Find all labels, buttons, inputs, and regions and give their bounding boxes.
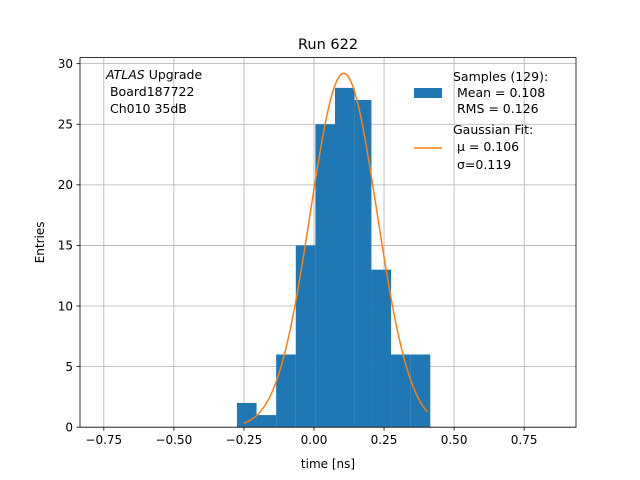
legend-fit-mu: μ = 0.106 — [453, 139, 519, 154]
histogram-bar — [410, 354, 431, 428]
atlas-annotation: ATLAS Upgrade Board187722 Ch010 35dB — [105, 67, 202, 116]
legend-fit-sigma: σ=0.119 — [453, 157, 511, 172]
fit-curve — [243, 72, 429, 424]
histogram-bar — [256, 415, 277, 428]
annotation-channel: Ch010 35dB — [106, 101, 187, 116]
x-tick-label: −0.75 — [85, 433, 122, 447]
y-axis-label: Entries — [33, 222, 47, 264]
plot-frame — [79, 57, 577, 428]
histogram-bar — [295, 245, 316, 428]
y-tick-label: 0 — [65, 421, 73, 435]
y-tick-label: 10 — [58, 299, 73, 313]
histogram-bar — [236, 402, 257, 428]
gaussian-fit — [243, 72, 429, 424]
legend-histogram-label: Samples (129): — [453, 69, 548, 84]
legend-histogram-mean: Mean = 0.108 — [453, 85, 545, 100]
histogram-bar — [354, 100, 372, 428]
histogram-bars — [236, 87, 431, 428]
y-tick-label: 20 — [58, 178, 73, 192]
x-axis-label: time [ns] — [301, 457, 355, 471]
legend-histogram-rms: RMS = 0.126 — [453, 101, 539, 116]
y-tick-label: 15 — [58, 239, 73, 253]
x-tick-label: 0.00 — [301, 433, 328, 447]
annotation-board: Board187722 — [106, 84, 194, 99]
histogram-bar — [315, 124, 336, 428]
histogram-bar — [276, 354, 296, 428]
x-tick-label: 0.50 — [441, 433, 468, 447]
annotation-upgrade: Upgrade — [145, 67, 203, 82]
axis-ticks: −0.75 −0.50 −0.25 0.00 0.25 0.50 0.75 0 5 10 15 20 2… — [58, 57, 538, 447]
histogram-bar — [335, 87, 355, 428]
legend: Samples (129): Mean = 0.108 RMS = 0.126 … — [414, 69, 548, 172]
x-tick-label: −0.25 — [226, 433, 263, 447]
y-tick-label: 5 — [65, 360, 73, 374]
x-tick-label: 0.75 — [511, 433, 538, 447]
y-tick-label: 25 — [58, 118, 73, 132]
atlas-label: ATLAS — [105, 67, 145, 82]
y-tick-label: 30 — [58, 57, 73, 71]
x-tick-label: −0.50 — [155, 433, 192, 447]
histogram-bar — [391, 354, 411, 428]
annotation-line-1: ATLAS Upgrade — [105, 67, 202, 82]
histogram-bar — [371, 269, 392, 428]
legend-histogram-swatch — [414, 88, 442, 98]
x-tick-label: 0.25 — [371, 433, 398, 447]
chart-title: Run 622 — [298, 37, 358, 53]
legend-fit-label: Gaussian Fit: — [453, 122, 533, 137]
